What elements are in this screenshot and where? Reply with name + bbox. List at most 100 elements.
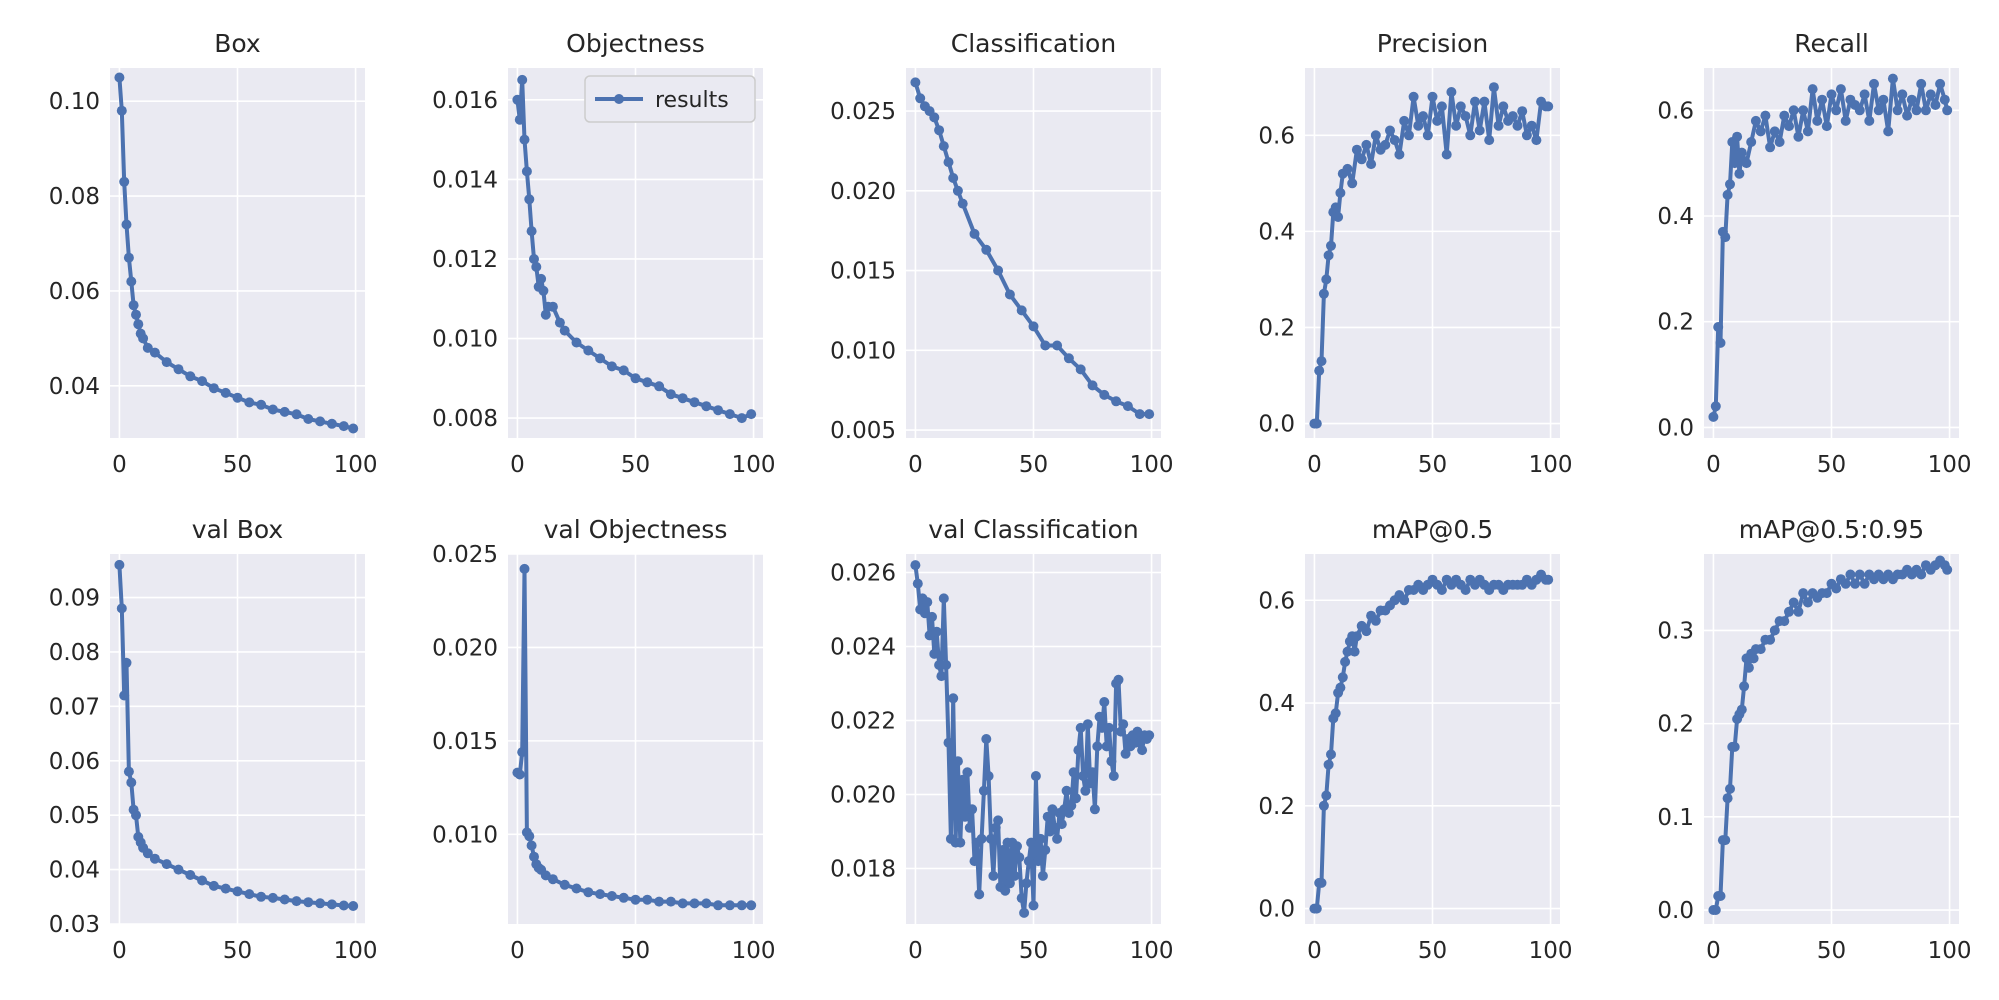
recall-data-point — [1750, 115, 1761, 126]
val-classification-data-point — [1026, 837, 1037, 848]
box-data-point — [232, 392, 243, 403]
map-0-5-0-95-data-point — [1722, 793, 1733, 804]
recall-data-point — [1925, 89, 1936, 100]
classification-y-tick-label: 0.020 — [830, 179, 896, 205]
objectness-data-point — [606, 361, 617, 372]
map-0-5-0-95-data-point — [1845, 569, 1856, 580]
val-objectness-data-point — [746, 900, 757, 911]
val-box-y-tick-label: 0.07 — [49, 694, 100, 720]
val-objectness-data-point — [529, 851, 539, 862]
val-box-data-point — [279, 894, 290, 905]
map-0-5-data-point — [1321, 790, 1332, 801]
val-objectness-title: val Objectness — [544, 515, 728, 544]
val-box-data-point — [123, 766, 134, 777]
classification-data-point — [1122, 401, 1133, 412]
val-classification-x-tick-label: 50 — [1019, 938, 1048, 964]
val-classification-data-point — [1004, 878, 1015, 889]
box-data-point — [244, 397, 255, 408]
box-data-point — [133, 319, 144, 330]
precision-data-point — [1335, 187, 1346, 198]
recall-data-point — [1784, 121, 1794, 132]
recall-data-point — [1779, 110, 1790, 121]
recall-data-point — [1722, 189, 1733, 200]
classification-x-tick-label: 100 — [1130, 452, 1174, 478]
box-data-point — [142, 342, 153, 353]
box-data-point — [121, 219, 132, 230]
recall-data-point — [1892, 105, 1903, 116]
val-classification-data-point — [1009, 870, 1020, 881]
map-0-5-data-point — [1335, 682, 1346, 693]
precision-data-point — [1316, 356, 1327, 367]
objectness-y-tick-label: 0.016 — [432, 88, 498, 114]
classification-data-point — [993, 265, 1004, 276]
val-classification-y-tick-label: 0.020 — [830, 783, 896, 809]
val-box-data-point — [121, 657, 132, 668]
box-data-point — [138, 333, 149, 344]
val-objectness-data-point — [595, 889, 606, 900]
objectness-data-point — [630, 373, 641, 384]
val-objectness-data-point — [547, 874, 558, 885]
val-classification-data-point — [1073, 745, 1084, 756]
recall-data-point — [1854, 105, 1865, 116]
val-classification-data-point — [1030, 771, 1041, 781]
objectness-x-tick-label: 0 — [510, 452, 525, 478]
val-classification-title: val Classification — [928, 515, 1138, 544]
precision-data-point — [1543, 101, 1554, 112]
classification-y-tick-label: 0.005 — [830, 418, 896, 444]
objectness-data-point — [736, 413, 747, 424]
recall-data-point — [1864, 115, 1875, 126]
val-classification-data-point — [1113, 674, 1124, 685]
val-classification-data-point — [1016, 893, 1027, 904]
val-classification-data-point — [1085, 778, 1096, 789]
classification-data-point — [915, 93, 926, 104]
precision-data-point — [1441, 149, 1452, 160]
map-0-5-data-point — [1460, 585, 1471, 595]
val-classification-data-point — [1118, 719, 1129, 730]
recall-data-point — [1812, 115, 1823, 126]
val-box-data-point — [126, 777, 137, 788]
recall-y-tick-label: 0.2 — [1657, 310, 1694, 336]
val-classification-y-tick-label: 0.024 — [830, 635, 896, 661]
map-0-5-y-tick-label: 0.2 — [1258, 794, 1295, 820]
val-box-data-point — [161, 859, 172, 870]
precision-data-point — [1427, 91, 1438, 102]
classification-data-point — [1144, 409, 1155, 420]
precision-data-point — [1470, 96, 1480, 107]
classification-data-point — [1087, 380, 1098, 391]
box-y-tick-label: 0.04 — [49, 374, 100, 400]
val-classification-data-point — [1000, 885, 1011, 896]
val-classification-data-point — [1012, 841, 1022, 852]
val-box-y-tick-label: 0.06 — [49, 749, 100, 775]
precision-data-point — [1330, 202, 1341, 213]
recall-title: Recall — [1794, 29, 1869, 58]
precision-data-point — [1399, 115, 1410, 126]
val-classification-data-point — [912, 578, 923, 589]
val-objectness-data-point — [526, 840, 537, 851]
objectness-data-point — [618, 365, 629, 376]
val-classification-data-point — [1071, 793, 1081, 804]
classification-y-tick-label: 0.010 — [830, 338, 896, 364]
box-data-point — [326, 418, 337, 429]
precision-data-point — [1460, 111, 1471, 122]
val-box-y-tick-label: 0.09 — [49, 586, 100, 612]
val-classification-data-point — [997, 845, 1008, 855]
recall-data-point — [1765, 142, 1776, 153]
precision-data-point — [1361, 139, 1372, 150]
box-data-point — [220, 387, 231, 398]
map-0-5-data-point — [1323, 759, 1334, 770]
val-box-x-tick-label: 0 — [112, 938, 127, 964]
objectness-y-tick-label: 0.008 — [432, 406, 498, 432]
val-classification-data-point — [931, 626, 942, 637]
precision-data-point — [1385, 125, 1395, 136]
classification-data-point — [981, 244, 992, 255]
map-0-5-0-95-data-point — [1755, 644, 1766, 655]
map-0-5-0-95-data-point — [1840, 578, 1851, 589]
val-box-x-tick-label: 50 — [223, 938, 252, 964]
val-objectness-data-point — [517, 747, 528, 758]
precision-data-point — [1311, 418, 1322, 429]
precision-data-point — [1498, 101, 1509, 112]
val-classification-data-point — [929, 648, 940, 659]
box-data-point — [208, 383, 219, 394]
objectness-data-point — [540, 309, 551, 320]
val-objectness-y-tick-label: 0.010 — [432, 822, 498, 848]
